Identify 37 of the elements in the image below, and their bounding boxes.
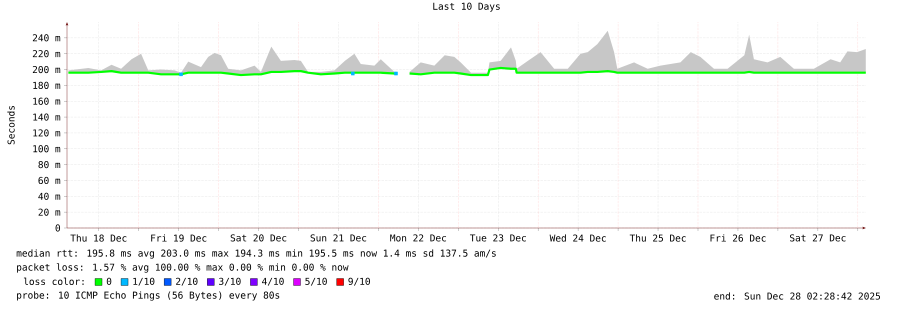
legend-label: 9/10 — [348, 278, 370, 286]
y-tick-label: 160 m — [33, 98, 60, 105]
y-tick-label: 80 m — [38, 161, 60, 168]
y-tick-label: 100 m — [33, 145, 60, 152]
text: end: Sun Dec 28 02:28:42 2025 — [714, 292, 880, 300]
x-tick-label: Thu 25 Dec — [630, 234, 686, 242]
x-tick-label: Mon 22 Dec — [390, 234, 446, 242]
legend-label: 0 — [106, 278, 112, 285]
chart-title: Last 10 Days — [433, 2, 500, 12]
legend-label: 4/10 — [262, 278, 284, 286]
x-tick-label: Fri 19 Dec — [151, 234, 206, 242]
legend-label: 5/10 — [305, 278, 327, 286]
x-tick-label: Sat 20 Dec — [230, 234, 286, 242]
y-tick-label: 140 m — [33, 113, 60, 121]
text: packet loss: 1.57 % avg 100.00 % max 0.00 % min 0.00 % now — [17, 263, 349, 273]
y-tick-label: 0 — [56, 224, 60, 232]
y-tick-label: 20 m — [38, 208, 60, 216]
y-tick-label: 200 m — [32, 66, 60, 74]
y-tick-label: 180 m — [33, 82, 60, 89]
text: median rtt: 195.8 ms avg 203.0 ms max 194.3 ms min 195.5 ms now 1.4 ms sd 137.5 am/s — [16, 249, 496, 259]
text: probe: 10 ICMP Echo Pings (56 Bytes) every 80s — [17, 291, 280, 301]
y-tick-label: 240 m — [32, 34, 60, 42]
x-tick-label: Sun 21 Dec — [310, 234, 366, 242]
x-tick-label: Tue 23 Dec — [470, 234, 526, 242]
x-tick-label: Thu 18 Dec — [70, 234, 126, 242]
y-tick-label: 40 m — [38, 192, 60, 200]
x-tick-label: Wed 24 Dec — [550, 234, 606, 242]
y-axis-title: Seconds — [7, 106, 15, 144]
x-tick-label: Sat 27 Dec — [790, 234, 846, 242]
y-tick-label: 220 m — [32, 50, 60, 58]
legend-label: 3/10 — [219, 278, 241, 286]
legend-title: loss color: — [24, 278, 84, 286]
legend-label: 2/10 — [176, 278, 198, 286]
legend-label: 1/10 — [133, 278, 154, 286]
y-tick-label: 120 m — [33, 129, 60, 137]
x-tick-label: Fri 26 Dec — [710, 234, 766, 242]
y-tick-label: 60 m — [38, 176, 60, 184]
